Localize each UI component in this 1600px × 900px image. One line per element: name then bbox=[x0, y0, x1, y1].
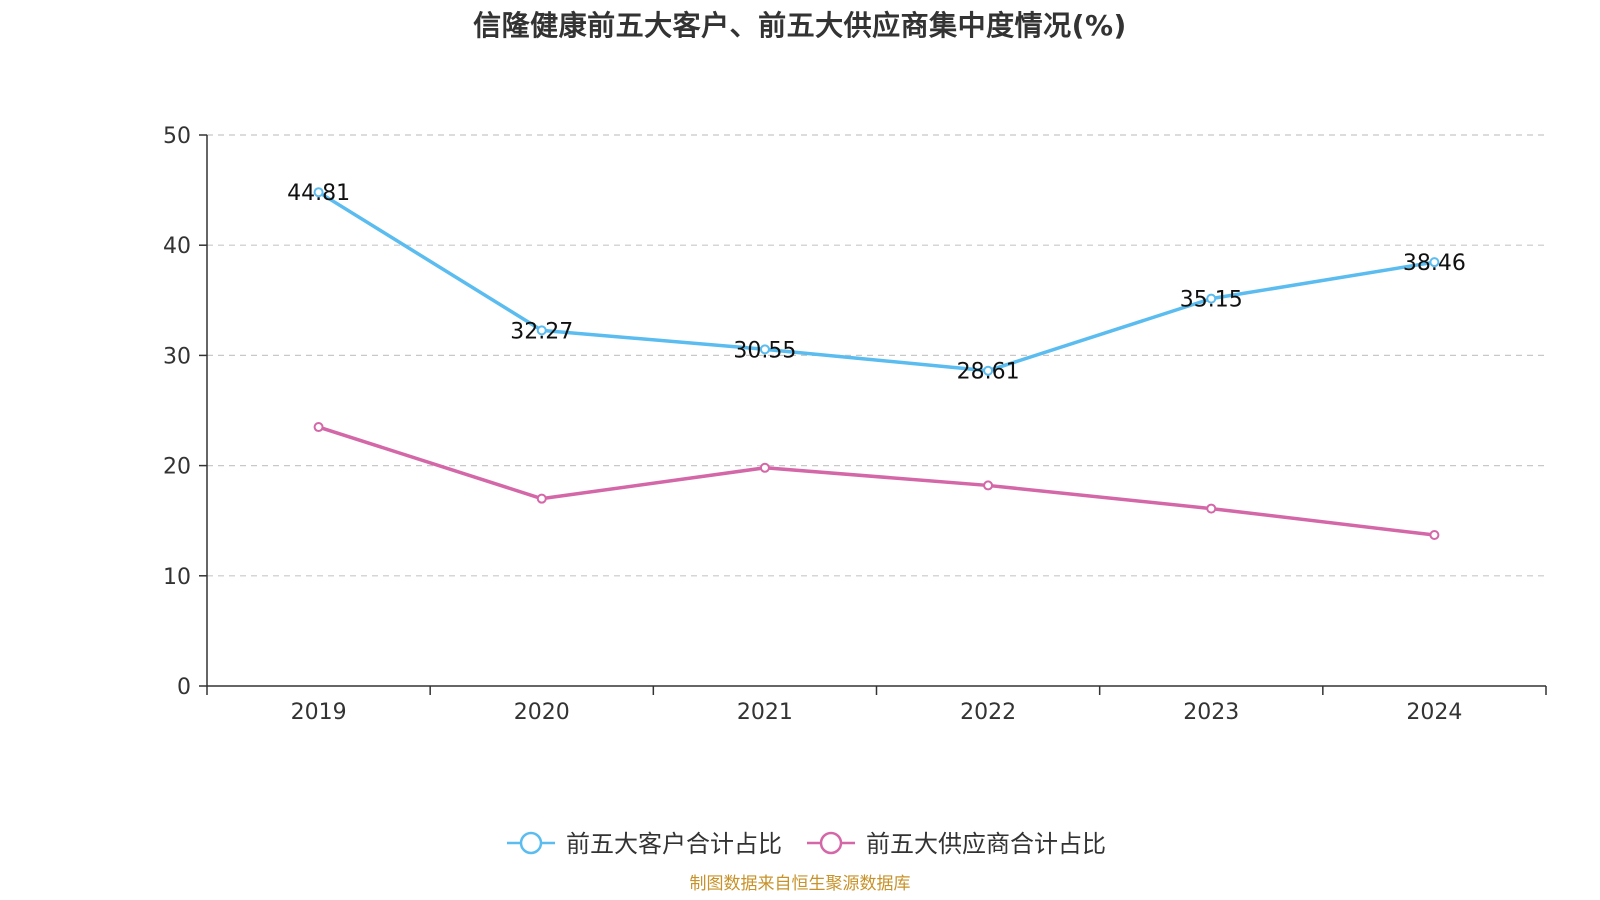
legend-circle-marker bbox=[519, 831, 543, 855]
y-tick-label: 0 bbox=[177, 675, 191, 700]
source-note: 制图数据来自恒生聚源数据库 bbox=[689, 874, 911, 894]
data-point[interactable] bbox=[313, 422, 324, 433]
x-tick-label: 2023 bbox=[1183, 700, 1239, 725]
data-labels: 44.81 32.27 30.55 28.61 35.15 38.46 bbox=[287, 181, 1466, 385]
axes: 0 10 20 30 40 50 2019 2020 2021 2022 2023 2024 bbox=[163, 124, 1547, 725]
y-tick-label: 20 bbox=[163, 455, 191, 480]
legend[interactable]: 前五大客户合计占比 前五大供应商合计占比 bbox=[507, 830, 1106, 858]
data-point[interactable] bbox=[1429, 257, 1440, 268]
data-label: 28.61 bbox=[957, 360, 1020, 385]
legend-label: 前五大客户合计占比 bbox=[566, 830, 782, 858]
data-point[interactable] bbox=[1429, 530, 1440, 541]
data-point[interactable] bbox=[536, 325, 547, 336]
y-tick-label: 10 bbox=[163, 565, 191, 590]
chart-title: 信隆健康前五大客户、前五大供应商集中度情况(%) bbox=[473, 9, 1127, 42]
data-point[interactable] bbox=[536, 493, 547, 504]
series-line-1 bbox=[316, 190, 1437, 373]
x-tick-label: 2020 bbox=[514, 700, 570, 725]
x-tick-label: 2021 bbox=[737, 700, 793, 725]
data-label: 30.55 bbox=[733, 338, 796, 363]
data-point[interactable] bbox=[983, 365, 994, 376]
legend-circle-marker bbox=[819, 831, 843, 855]
data-label: 35.15 bbox=[1180, 288, 1243, 313]
data-label: 32.27 bbox=[510, 319, 573, 344]
series-line-2 bbox=[316, 425, 1437, 537]
data-label: 44.81 bbox=[287, 181, 350, 206]
legend-item-1[interactable]: 前五大客户合计占比 bbox=[507, 830, 782, 858]
legend-label: 前五大供应商合计占比 bbox=[866, 830, 1106, 858]
data-point[interactable] bbox=[759, 462, 770, 473]
x-tick-label: 2019 bbox=[291, 700, 347, 725]
y-tick-label: 50 bbox=[163, 124, 191, 149]
x-tick-label: 2022 bbox=[960, 700, 1016, 725]
data-label: 38.46 bbox=[1403, 251, 1466, 276]
y-tick-label: 40 bbox=[163, 234, 191, 259]
series-lines bbox=[313, 187, 1440, 541]
legend-item-2[interactable]: 前五大供应商合计占比 bbox=[807, 830, 1106, 858]
data-point[interactable] bbox=[983, 480, 994, 491]
gridlines bbox=[207, 134, 1546, 577]
x-tick-label: 2024 bbox=[1406, 700, 1462, 725]
data-point[interactable] bbox=[1206, 293, 1217, 304]
data-point[interactable] bbox=[1206, 503, 1217, 514]
data-point[interactable] bbox=[759, 344, 770, 355]
y-tick-label: 30 bbox=[163, 344, 191, 369]
data-point[interactable] bbox=[313, 187, 324, 198]
